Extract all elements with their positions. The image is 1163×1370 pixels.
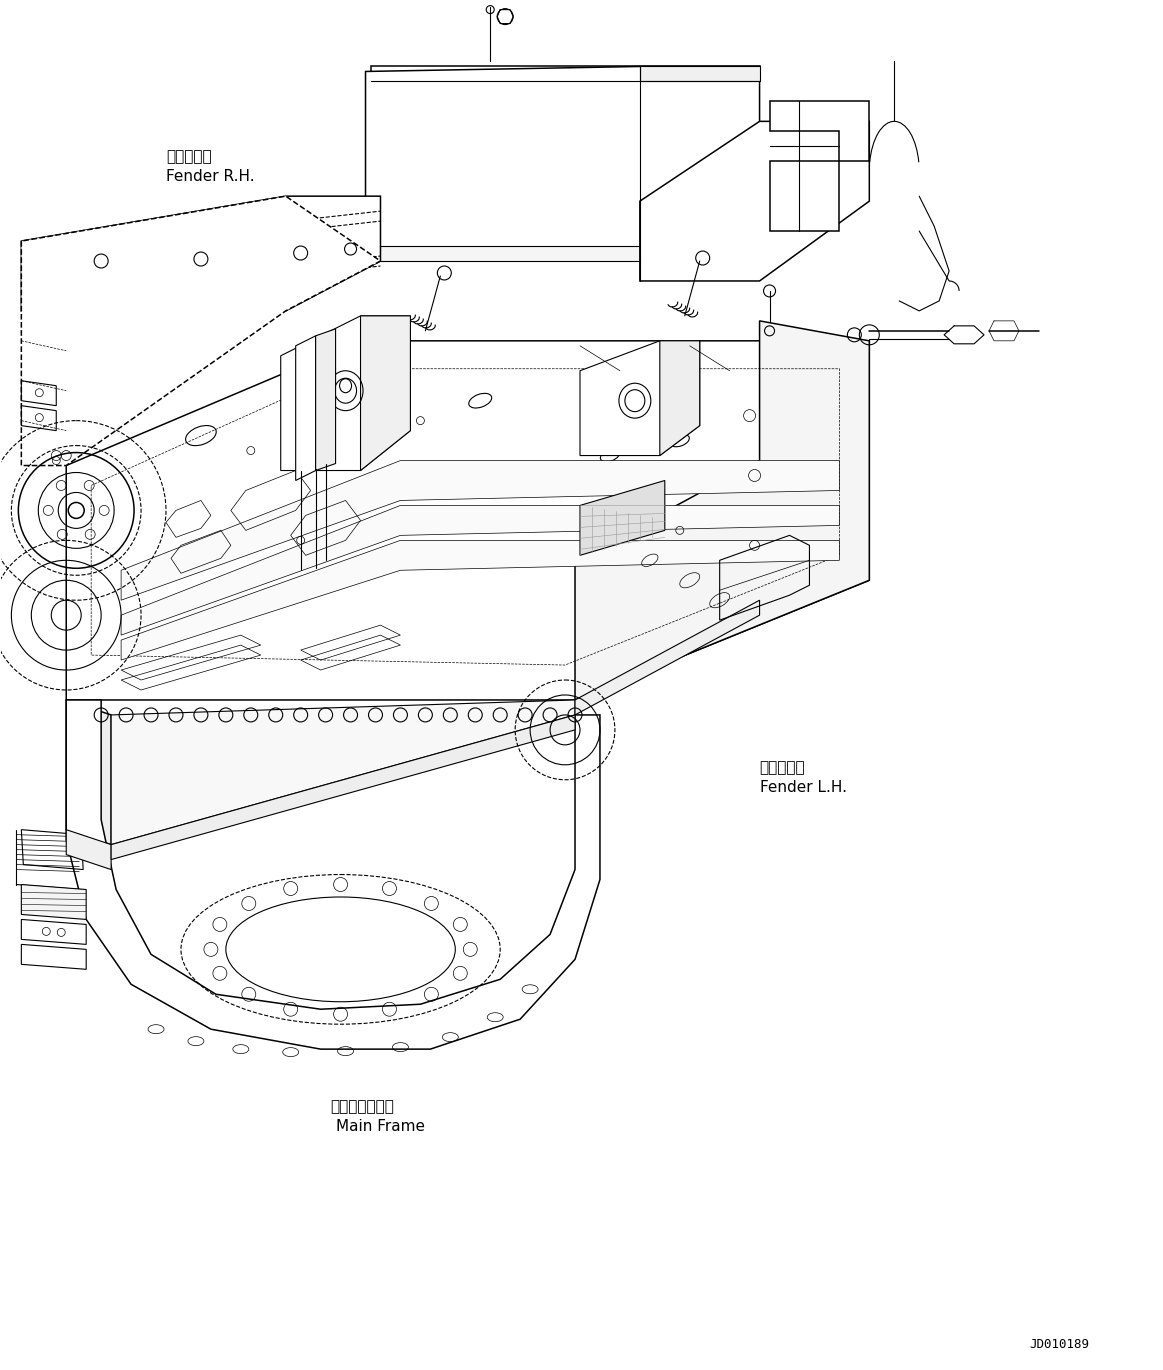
Polygon shape	[640, 122, 869, 281]
Polygon shape	[365, 247, 650, 262]
Polygon shape	[280, 316, 411, 470]
Text: フェンダ左: フェンダ左	[759, 760, 805, 775]
Polygon shape	[66, 700, 112, 845]
Polygon shape	[315, 329, 336, 470]
Polygon shape	[575, 321, 869, 700]
Polygon shape	[21, 196, 380, 466]
Polygon shape	[112, 700, 575, 845]
Polygon shape	[121, 506, 840, 636]
Polygon shape	[659, 341, 700, 456]
Text: メインフレーム: メインフレーム	[330, 1099, 394, 1114]
Polygon shape	[66, 341, 869, 700]
Polygon shape	[575, 600, 759, 715]
Text: Main Frame: Main Frame	[336, 1119, 424, 1134]
Polygon shape	[66, 700, 600, 1049]
Text: Fender L.H.: Fender L.H.	[759, 780, 847, 795]
Polygon shape	[361, 316, 411, 470]
Polygon shape	[770, 162, 840, 232]
Text: フェンダ右: フェンダ右	[166, 149, 212, 164]
Polygon shape	[371, 67, 759, 81]
Polygon shape	[112, 715, 575, 859]
Polygon shape	[295, 336, 315, 481]
Polygon shape	[640, 67, 759, 81]
Circle shape	[69, 503, 84, 518]
Polygon shape	[121, 540, 840, 660]
Text: Fender R.H.: Fender R.H.	[166, 170, 255, 184]
Polygon shape	[580, 341, 700, 456]
Polygon shape	[580, 481, 665, 555]
Polygon shape	[21, 885, 86, 919]
Polygon shape	[121, 460, 840, 600]
Text: JD010189: JD010189	[1029, 1338, 1089, 1351]
Polygon shape	[21, 196, 380, 311]
Polygon shape	[66, 830, 112, 870]
Polygon shape	[365, 67, 759, 256]
Polygon shape	[770, 101, 869, 162]
